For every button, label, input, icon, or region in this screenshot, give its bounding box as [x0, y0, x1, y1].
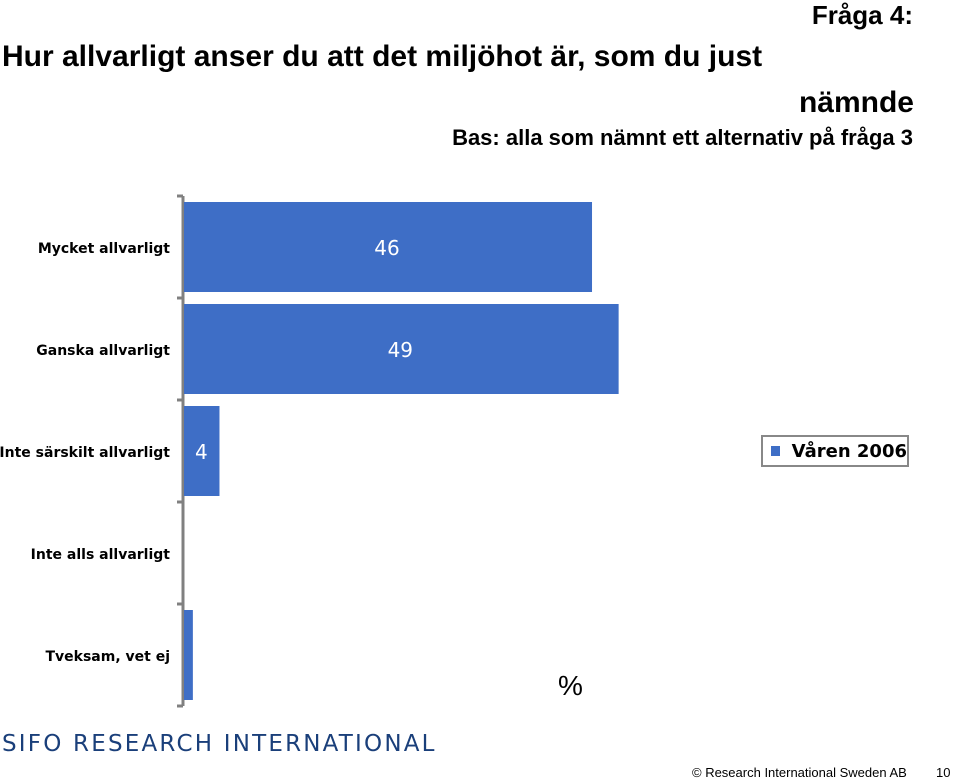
page-number: 10 — [936, 765, 951, 780]
base-note: Bas: alla som nämnt ett alternativ på fr… — [452, 125, 913, 150]
bar-chart: Mycket allvarligt 46 Ganska allvarligt 49 In… — [0, 194, 619, 708]
question-title: Hur allvarligt anser du att det miljöhot… — [2, 34, 914, 126]
bar — [184, 202, 593, 292]
category-label: Ganska allvarligt — [36, 343, 170, 359]
question-number: Fråga 4: — [811, 0, 913, 30]
bar — [184, 304, 619, 394]
category-label: Inte särskilt allvarligt — [0, 445, 170, 461]
category-label: Tveksam, vet ej — [45, 649, 170, 665]
data-label: 49 — [388, 338, 413, 362]
bar — [184, 406, 220, 496]
data-label: 4 — [195, 440, 208, 464]
bar — [184, 610, 193, 700]
category-label: Mycket allvarligt — [38, 241, 170, 257]
category-label: Inte alls allvarligt — [31, 547, 171, 563]
data-label: 46 — [374, 236, 399, 260]
sifo-logo: SIFO RESEARCH INTERNATIONAL — [2, 731, 437, 757]
chart-legend: Våren 2006 — [761, 435, 909, 467]
data-label: 1 — [195, 644, 208, 668]
legend-swatch — [771, 446, 780, 456]
copyright-text: © Research International Sweden AB — [692, 765, 907, 780]
question-title-line2: nämnde — [798, 86, 914, 119]
legend-label: Våren 2006 — [791, 440, 907, 462]
unit-label: % — [558, 670, 583, 701]
question-title-line1: Hur allvarligt anser du att det miljöhot… — [2, 40, 763, 73]
